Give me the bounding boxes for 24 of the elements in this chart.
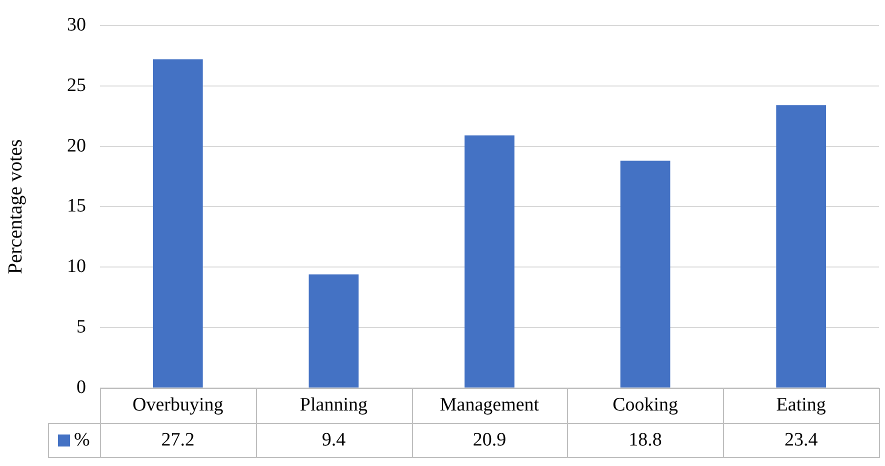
data-label: 20.9	[472, 429, 506, 450]
y-tick-label: 0	[76, 376, 86, 398]
x-tick-label: Planning	[300, 394, 368, 416]
bar	[152, 59, 203, 388]
y-tick-label: 30	[67, 14, 86, 36]
bar	[776, 105, 826, 388]
y-axis-title: Percentage votes	[4, 139, 26, 274]
data-label: 9.4	[322, 429, 346, 450]
y-tick-label: 5	[76, 316, 86, 338]
data-label: 23.4	[784, 429, 818, 450]
x-tick-label: Cooking	[612, 394, 679, 416]
bar	[464, 135, 514, 388]
y-tick-label: 10	[67, 256, 86, 278]
x-tick-label: Overbuying	[132, 394, 224, 416]
y-tick-label: 25	[67, 74, 86, 96]
data-label: 27.2	[161, 429, 195, 450]
data-label: 18.8	[628, 429, 662, 450]
y-tick-label: 15	[67, 196, 86, 217]
y-tick-label: 20	[67, 135, 86, 156]
legend-label: %	[74, 429, 90, 450]
bar	[308, 274, 359, 388]
bar	[620, 160, 670, 388]
x-tick-label: Eating	[776, 394, 826, 416]
x-tick-label: Management	[440, 394, 540, 416]
